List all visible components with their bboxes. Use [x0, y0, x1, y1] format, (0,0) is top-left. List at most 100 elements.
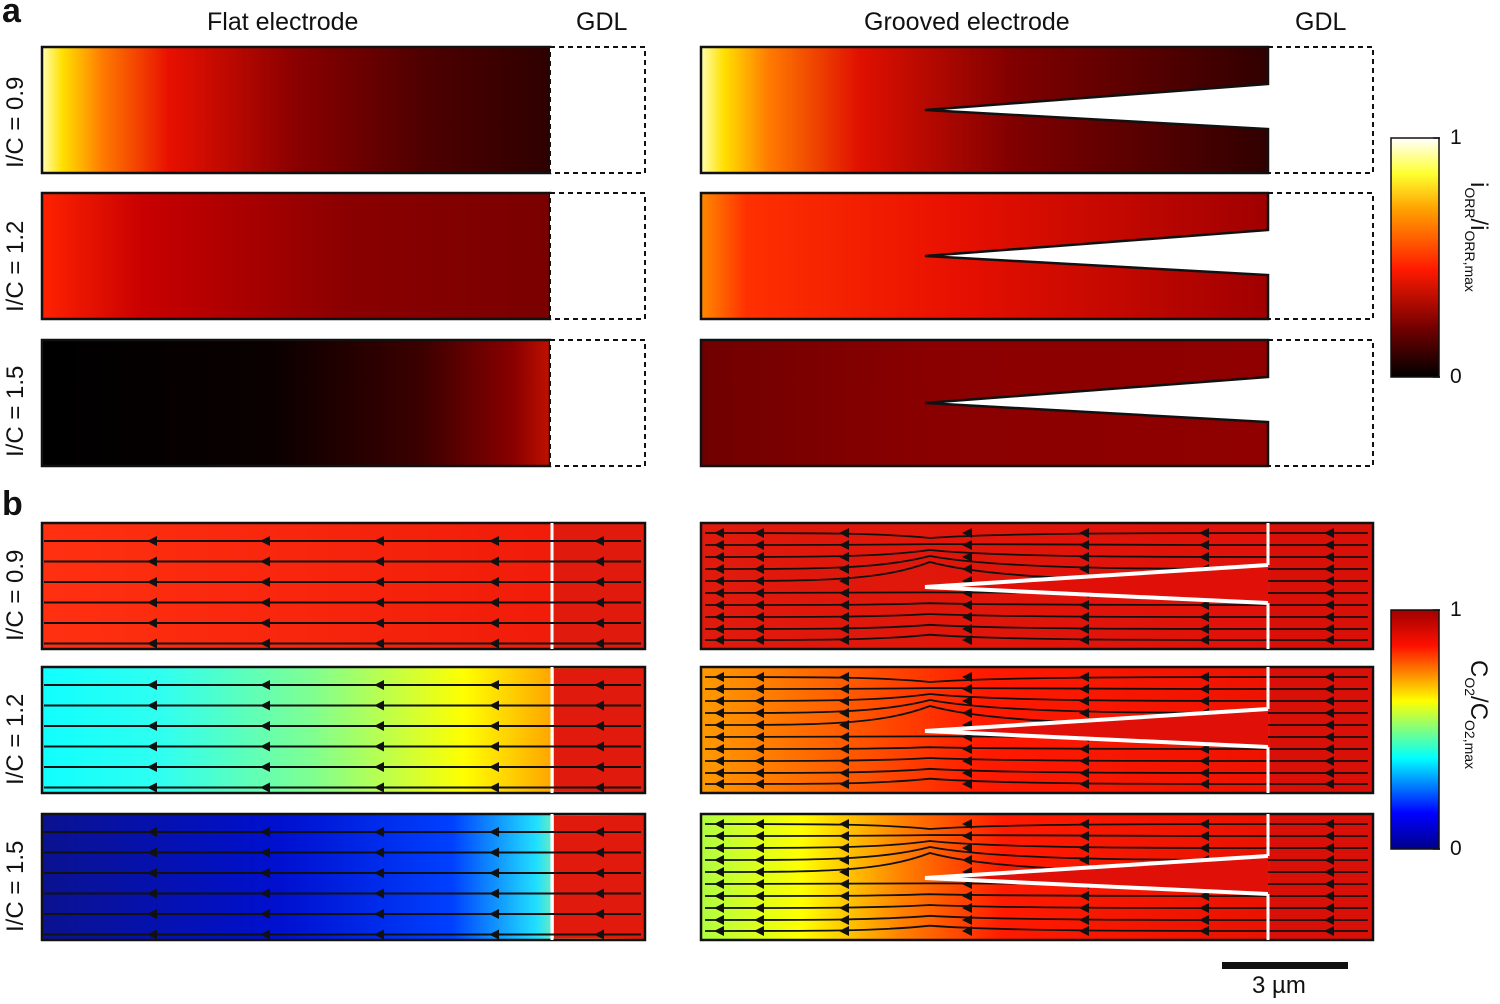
flow-arrow-b-grooved-0-3-4: [839, 564, 849, 574]
flow-arrow-b-grooved-1-7-1: [1199, 756, 1209, 766]
flow-arrow-b-grooved-1-8-3: [962, 768, 972, 778]
flow-arrow-b-grooved-1-8-5: [754, 768, 764, 778]
flow-arrow-b-grooved-2-6-1: [1199, 891, 1209, 901]
flow-arrow-b-grooved-2-2-3: [962, 843, 972, 853]
flow-line-b-grooved-2-1: [704, 834, 1368, 837]
colorbar-b-max-label: 1: [1450, 598, 1462, 621]
flow-arrow-b-grooved-2-3-0: [1324, 855, 1334, 865]
flow-arrow-b-grooved-2-2-4: [839, 843, 849, 853]
flow-arrow-b-grooved-0-5-6: [714, 588, 724, 598]
flow-line-b-grooved-2-6: [704, 893, 1368, 897]
flow-arrow-b-flat-2-2-1: [489, 868, 499, 878]
flow-arrow-b-flat-1-4-1: [489, 762, 499, 772]
flow-arrow-b-grooved-1-5-5: [754, 732, 764, 742]
flow-arrow-b-grooved-0-9-0: [1324, 635, 1334, 645]
flow-line-b-grooved-0-8: [704, 623, 1368, 630]
flow-arrow-b-grooved-0-6-0: [1324, 600, 1334, 610]
flow-arrow-b-grooved-0-6-3: [962, 600, 972, 610]
flow-arrow-b-grooved-0-9-3: [962, 635, 972, 645]
flow-arrow-b-flat-2-1-1: [489, 847, 499, 858]
flow-arrow-b-grooved-2-6-5: [754, 891, 764, 901]
flow-arrow-b-flat-0-4-2: [374, 618, 384, 628]
flow-arrow-b-grooved-1-3-0: [1324, 708, 1334, 718]
flow-arrow-b-flat-1-2-4: [147, 721, 157, 731]
flow-arrow-b-grooved-2-0-5: [754, 819, 764, 829]
flow-arrow-b-grooved-2-0-4: [839, 819, 849, 829]
flow-line-b-grooved-0-9: [704, 633, 1368, 641]
flow-arrow-b-grooved-1-3-5: [754, 708, 764, 718]
flow-arrow-b-grooved-2-6-4: [839, 891, 849, 901]
flow-arrow-b-flat-1-3-2: [374, 741, 384, 752]
flow-arrow-b-flat-2-2-0: [594, 868, 604, 878]
flow-arrow-b-flat-0-3-1: [489, 597, 499, 608]
flow-arrow-b-flat-0-0-2: [374, 536, 384, 546]
flow-arrow-b-grooved-0-7-3: [962, 612, 972, 622]
flow-line-b-grooved-2-2: [704, 840, 1368, 849]
flow-arrow-b-flat-2-0-0: [594, 827, 604, 837]
flow-arrow-b-flat-1-1-2: [374, 700, 384, 711]
flow-arrow-b-flat-2-4-3: [260, 909, 270, 919]
flow-arrow-b-grooved-1-7-5: [754, 756, 764, 766]
flow-arrow-b-flat-1-2-0: [594, 721, 604, 731]
flow-arrow-b-grooved-1-8-2: [1079, 768, 1089, 778]
flow-arrow-b-grooved-0-2-3: [962, 552, 972, 562]
flow-arrow-b-grooved-2-9-6: [714, 926, 724, 936]
flow-arrow-b-grooved-0-0-3: [962, 528, 972, 538]
flow-arrow-b-flat-0-3-4: [147, 597, 157, 608]
flow-arrow-b-flat-1-3-0: [594, 741, 604, 752]
flow-arrow-b-grooved-0-1-0: [1324, 540, 1334, 550]
flow-arrow-b-grooved-1-9-6: [714, 779, 724, 789]
colorbar-a: [1390, 137, 1440, 378]
flow-arrow-b-grooved-2-9-2: [1079, 926, 1089, 936]
flow-arrow-b-grooved-2-7-0: [1324, 903, 1334, 913]
flow-arrow-b-grooved-0-6-4: [839, 600, 849, 610]
flow-arrow-b-grooved-1-6-3: [962, 744, 972, 754]
flow-arrow-b-grooved-2-7-6: [714, 903, 724, 913]
flow-arrow-b-grooved-1-9-0: [1324, 779, 1334, 789]
flow-arrow-b-grooved-0-8-5: [754, 624, 764, 634]
flow-arrow-b-grooved-2-7-4: [839, 903, 849, 913]
flow-arrow-b-grooved-1-1-3: [962, 684, 972, 694]
flow-arrow-b-grooved-2-5-4: [839, 879, 849, 889]
flow-arrow-b-flat-2-4-4: [147, 909, 157, 919]
flow-arrow-b-flat-0-4-0: [594, 618, 604, 628]
flow-arrow-b-grooved-1-0-6: [714, 672, 724, 682]
flow-arrow-b-flat-1-1-3: [260, 700, 270, 711]
flow-arrow-b-grooved-0-8-6: [714, 624, 724, 634]
flow-arrow-b-grooved-2-5-6: [714, 879, 724, 889]
flow-arrow-b-flat-0-3-2: [374, 597, 384, 608]
flow-arrow-b-grooved-2-4-6: [714, 867, 724, 877]
flow-arrow-b-flat-2-2-2: [374, 868, 384, 878]
flow-arrow-b-grooved-0-1-1: [1199, 540, 1209, 550]
grooved-electrode-a-1: [699, 191, 1270, 321]
flow-arrow-b-grooved-1-1-5: [754, 684, 764, 694]
flow-arrow-b-grooved-1-6-4: [839, 744, 849, 754]
flow-arrow-b-grooved-0-0-2: [1079, 528, 1089, 538]
gdl-region-b-left-1: [554, 668, 643, 792]
flow-arrow-b-flat-2-0-1: [489, 827, 499, 837]
flow-arrow-b-flat-1-0-0: [594, 680, 604, 690]
flat-electrode-a-1: [40, 191, 552, 321]
flow-arrow-b-grooved-1-2-0: [1324, 696, 1334, 706]
flow-arrow-b-grooved-1-8-4: [839, 768, 849, 778]
flow-arrow-b-grooved-0-7-2: [1079, 612, 1089, 622]
flow-arrow-b-grooved-2-1-0: [1324, 831, 1334, 841]
flow-arrow-b-grooved-0-9-6: [714, 635, 724, 645]
flow-arrow-b-grooved-0-7-4: [839, 612, 849, 622]
flow-arrow-b-grooved-2-2-2: [1079, 843, 1089, 853]
flow-arrow-b-flat-2-3-3: [260, 888, 270, 899]
flow-arrow-b-grooved-2-2-5: [754, 843, 764, 853]
flow-arrow-b-grooved-1-4-5: [754, 720, 764, 730]
flow-arrow-b-grooved-1-7-3: [962, 756, 972, 766]
flat-electrode-b-0: [40, 521, 647, 651]
flow-arrow-b-grooved-0-2-2: [1079, 552, 1089, 562]
flow-arrow-b-flat-1-0-3: [260, 680, 270, 690]
flow-arrow-b-grooved-1-4-0: [1324, 720, 1334, 730]
flow-arrow-b-grooved-0-1-3: [962, 540, 972, 550]
gdl-region-b-left-0: [554, 524, 643, 648]
flat-electrode-b-1: [40, 665, 647, 795]
groove-edge-b-2: [924, 854, 1269, 896]
flow-arrow-b-grooved-1-6-5: [754, 744, 764, 754]
flow-line-b-grooved-0-2: [704, 549, 1368, 558]
flow-arrow-b-flat-1-5-1: [489, 782, 499, 793]
